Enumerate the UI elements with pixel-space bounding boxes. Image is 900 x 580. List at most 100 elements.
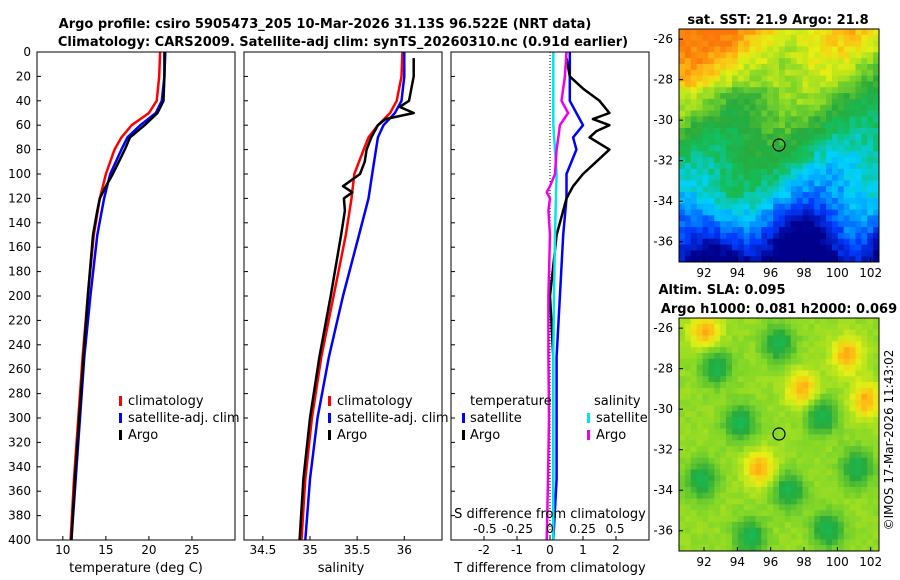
sla-cell [761,411,768,418]
sla-cell [826,428,833,435]
sla-cell [773,516,780,523]
sla-cell [784,405,792,412]
sst-cell [737,151,745,158]
sst-cell [861,244,868,251]
sla-cell [820,405,827,412]
sst-cell [784,128,792,135]
sst-cell [679,192,686,199]
sla-cell [784,352,792,360]
sla-cell [720,545,727,551]
sla-cell [855,539,862,546]
sst-cell [843,58,850,65]
sla-cell [743,370,750,377]
sla-cell [726,376,733,383]
sst-cell [837,162,845,170]
sla-cell [820,457,827,465]
sst-cell [690,29,698,36]
sla-cell [843,329,850,336]
sst-cell [779,46,786,53]
sla-cell [790,527,798,534]
sla-cell [684,417,692,424]
sst-cell [720,128,727,135]
sst-cell [831,93,839,100]
sla-cell [696,387,703,395]
sla-cell [737,393,745,400]
sla-cell [837,323,845,331]
sla-cell [867,376,874,383]
argo-float-marker [772,427,786,441]
sla-cell [796,352,803,360]
sst-cell [802,139,809,146]
sla-cell [873,434,879,441]
sla-cell [837,510,845,517]
sst-cell [820,110,827,117]
sst-cell [714,98,721,106]
sla-cell [679,370,686,377]
sst-cell [773,69,780,77]
sla-cell [849,451,856,459]
sla-cell [679,358,686,365]
sst-cell [749,133,756,141]
sla-cell [731,358,739,365]
sst-cell [696,52,703,59]
sla-cell [731,469,739,476]
sst-cell [690,221,698,228]
sst-cell [867,151,874,158]
sla-cell [826,358,833,365]
sst-cell [720,186,727,193]
y-tick-label: -28 [653,362,673,376]
sst-cell [731,93,739,100]
sla-cell [773,440,780,447]
sst-cell [702,157,709,164]
sla-cell [867,533,874,540]
sla-cell [743,422,750,430]
sst-cell [814,52,821,59]
sla-cell [861,451,868,459]
sla-cell [743,469,750,476]
sla-cell [690,492,698,499]
sst-cell [708,168,715,176]
sst-cell [755,186,762,193]
sla-cell [779,486,786,494]
sst-cell [808,186,815,193]
sla-cell [779,498,786,505]
sst-cell [731,98,739,106]
sla-cell [690,463,698,470]
sst-cell [755,75,762,82]
sla-cell [826,440,833,447]
sst-cell [784,139,792,146]
sst-cell [855,209,862,216]
sst-cell [755,157,762,164]
sla-cell [696,422,703,430]
series-line-salinity-argo [545,52,570,540]
sla-cell [690,364,698,371]
sst-cell [814,29,821,36]
sst-cell [737,93,745,100]
sla-cell [731,329,739,336]
sst-cell [714,157,721,164]
sst-cell [855,192,862,199]
sla-cell [873,393,879,400]
sst-cell [761,180,768,187]
sla-cell [808,358,815,365]
sst-cell [679,133,686,141]
sst-cell [755,221,762,228]
sst-cell [761,244,768,251]
sst-cell [767,145,774,152]
legend-label-satellite: satellite-adj. clim [337,411,449,426]
sst-cell [743,203,750,210]
sst-cell [684,145,692,152]
sst-cell [761,40,768,47]
sst-cell [690,122,698,129]
sla-cell [861,545,868,551]
sst-cell [720,244,727,251]
sst-cell [867,232,874,240]
sst-cell [790,46,798,53]
sla-cell [826,475,833,482]
sst-cell [849,162,856,170]
y-tick-label: -26 [653,321,673,335]
sst-cell [702,98,709,106]
sst-cell [696,139,703,146]
sla-cell [873,364,879,371]
sla-cell [867,411,874,418]
